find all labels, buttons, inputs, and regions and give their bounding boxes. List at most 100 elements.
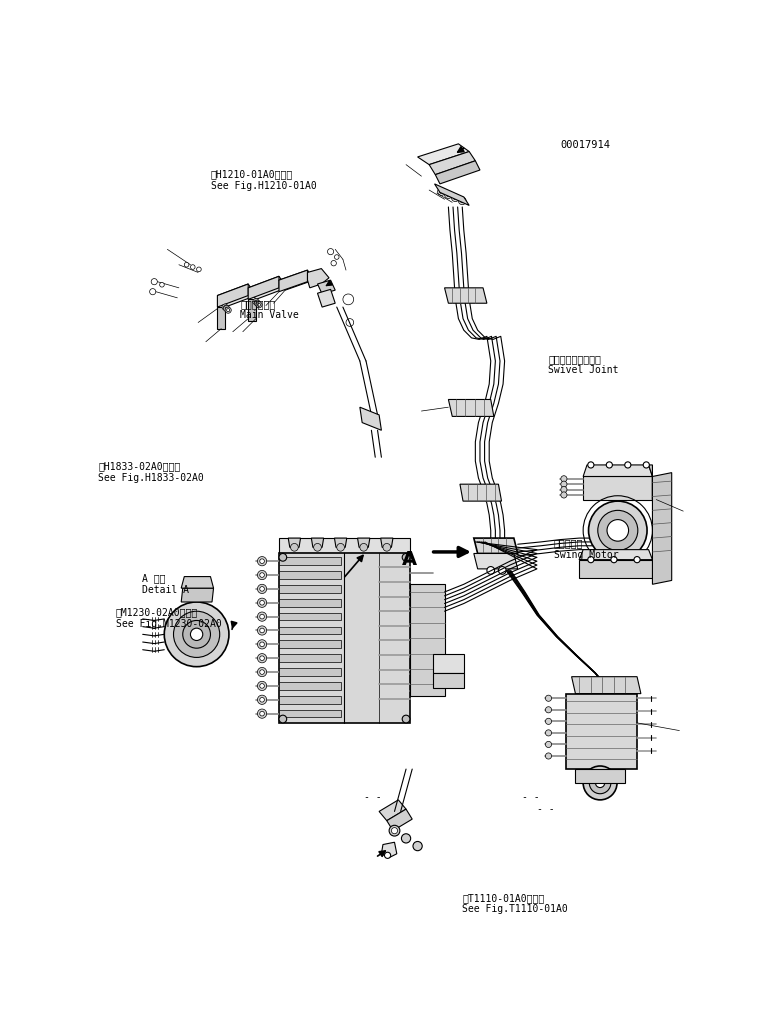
Polygon shape — [460, 484, 501, 501]
Circle shape — [438, 187, 445, 196]
Circle shape — [561, 486, 567, 492]
Polygon shape — [279, 553, 410, 722]
Circle shape — [401, 834, 411, 843]
Circle shape — [624, 462, 631, 468]
Circle shape — [346, 319, 354, 326]
Circle shape — [258, 653, 267, 662]
Polygon shape — [579, 559, 656, 578]
Circle shape — [498, 567, 506, 575]
Polygon shape — [474, 553, 518, 569]
Circle shape — [634, 556, 640, 562]
Circle shape — [260, 587, 265, 591]
Polygon shape — [583, 465, 652, 477]
Polygon shape — [288, 538, 301, 547]
Text: 第H1210-01A0図参照
See Fig.H1210-01A0: 第H1210-01A0図参照 See Fig.H1210-01A0 — [211, 169, 316, 191]
Circle shape — [258, 598, 267, 607]
Circle shape — [222, 304, 228, 310]
Circle shape — [260, 600, 265, 605]
Circle shape — [598, 511, 638, 550]
Circle shape — [258, 709, 267, 718]
Polygon shape — [434, 183, 469, 206]
Circle shape — [561, 476, 567, 482]
Circle shape — [258, 640, 267, 649]
Polygon shape — [358, 538, 370, 547]
Circle shape — [260, 614, 265, 619]
Circle shape — [260, 711, 265, 716]
Circle shape — [402, 553, 410, 561]
Circle shape — [227, 309, 230, 312]
Circle shape — [260, 558, 265, 564]
Circle shape — [413, 842, 422, 851]
Polygon shape — [311, 538, 324, 547]
Text: 旋回モータ
Swing Motor: 旋回モータ Swing Motor — [554, 538, 618, 559]
Circle shape — [258, 626, 267, 635]
Polygon shape — [575, 769, 625, 783]
Circle shape — [197, 267, 201, 272]
Circle shape — [174, 611, 220, 657]
Circle shape — [384, 852, 391, 858]
Circle shape — [258, 667, 267, 677]
Polygon shape — [308, 269, 329, 287]
Polygon shape — [583, 477, 652, 499]
Circle shape — [583, 766, 617, 800]
Circle shape — [279, 715, 287, 722]
Text: スイベルジョイント
Swivel Joint: スイベルジョイント Swivel Joint — [548, 354, 618, 375]
Circle shape — [545, 695, 551, 701]
Circle shape — [454, 196, 458, 200]
Text: 第T1110-01A0図参照
See Fig.T1110-01A0: 第T1110-01A0図参照 See Fig.T1110-01A0 — [462, 893, 568, 914]
Circle shape — [260, 628, 265, 633]
Polygon shape — [335, 538, 347, 547]
Circle shape — [545, 753, 551, 759]
Circle shape — [545, 718, 551, 725]
Circle shape — [260, 642, 265, 647]
Polygon shape — [435, 161, 480, 183]
Circle shape — [643, 462, 649, 468]
Circle shape — [391, 827, 398, 834]
Circle shape — [160, 282, 165, 287]
Circle shape — [260, 697, 265, 702]
Circle shape — [461, 199, 464, 203]
Circle shape — [607, 520, 628, 541]
Circle shape — [314, 543, 321, 551]
Polygon shape — [279, 668, 341, 676]
Circle shape — [279, 553, 287, 561]
Polygon shape — [248, 276, 279, 300]
Circle shape — [225, 307, 228, 310]
Circle shape — [258, 304, 261, 307]
Polygon shape — [566, 694, 637, 769]
Circle shape — [191, 628, 203, 641]
Circle shape — [328, 249, 334, 255]
Circle shape — [258, 695, 267, 704]
Circle shape — [165, 602, 229, 666]
Circle shape — [545, 707, 551, 713]
Polygon shape — [318, 280, 335, 294]
Polygon shape — [181, 588, 214, 602]
Circle shape — [256, 302, 262, 308]
Polygon shape — [418, 144, 469, 165]
Circle shape — [224, 306, 230, 312]
Circle shape — [360, 543, 368, 551]
Text: A 詳細
Detail A: A 詳細 Detail A — [142, 574, 189, 595]
Circle shape — [444, 191, 452, 199]
Text: - -: - - — [364, 792, 381, 802]
Circle shape — [561, 492, 567, 498]
Circle shape — [291, 543, 298, 551]
Polygon shape — [579, 549, 652, 559]
Polygon shape — [279, 270, 308, 291]
Circle shape — [389, 825, 400, 836]
Polygon shape — [433, 653, 464, 673]
Polygon shape — [571, 677, 641, 694]
Circle shape — [331, 261, 336, 266]
Text: 第H1833-02A0図参照
See Fig.H1833-02A0: 第H1833-02A0図参照 See Fig.H1833-02A0 — [98, 462, 204, 483]
Text: - -: - - — [521, 792, 539, 802]
Circle shape — [183, 621, 211, 648]
Polygon shape — [429, 152, 475, 174]
Polygon shape — [279, 710, 341, 717]
Polygon shape — [381, 538, 393, 547]
Circle shape — [258, 682, 267, 691]
Circle shape — [545, 742, 551, 748]
Polygon shape — [474, 538, 518, 553]
Polygon shape — [381, 843, 397, 858]
Circle shape — [440, 190, 444, 194]
Polygon shape — [379, 800, 406, 820]
